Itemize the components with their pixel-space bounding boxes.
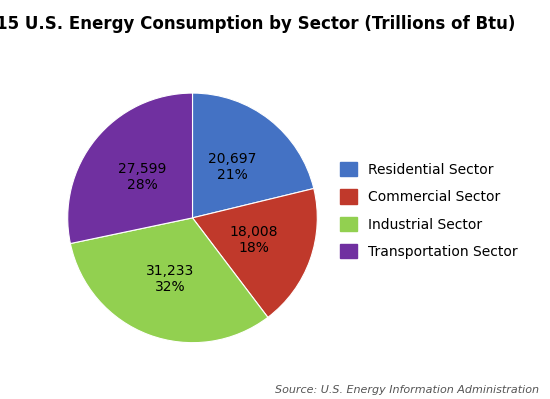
Wedge shape [192,188,317,317]
Wedge shape [70,218,268,343]
Text: 18,008
18%: 18,008 18% [229,225,278,255]
Wedge shape [68,93,192,243]
Text: 20,697
21%: 20,697 21% [208,152,257,182]
Text: 31,233
32%: 31,233 32% [146,264,194,294]
Text: 27,599
28%: 27,599 28% [118,162,166,192]
Wedge shape [192,93,314,218]
Title: 2015 U.S. Energy Consumption by Sector (Trillions of Btu): 2015 U.S. Energy Consumption by Sector (… [0,15,515,33]
Legend: Residential Sector, Commercial Sector, Industrial Sector, Transportation Sector: Residential Sector, Commercial Sector, I… [335,157,524,265]
Text: Source: U.S. Energy Information Administration: Source: U.S. Energy Information Administ… [275,385,539,395]
